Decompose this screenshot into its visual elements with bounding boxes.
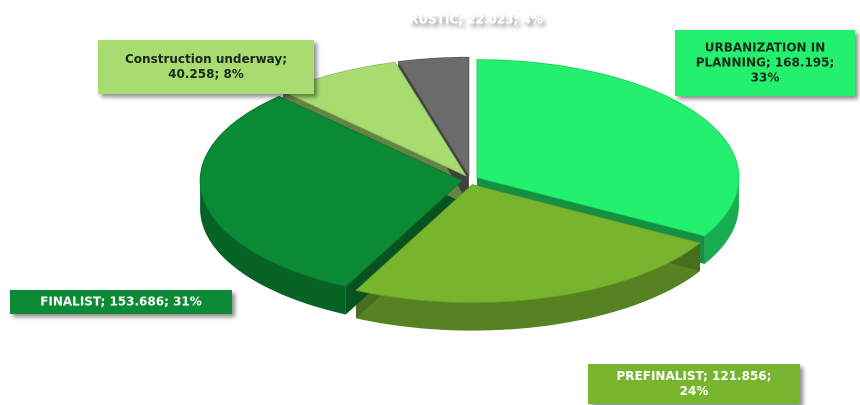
- data-label: Construction underway;: [125, 52, 287, 66]
- data-label: FINALIST; 153.686; 31%: [40, 295, 202, 309]
- slice-side: [356, 242, 701, 331]
- slice: [355, 184, 701, 303]
- data-label: PLANNING; 168.195;: [696, 56, 835, 70]
- slice-side: [704, 177, 739, 264]
- data-label: PREFINALIST; 121.856;: [617, 369, 772, 383]
- data-label: 40.258; 8%: [168, 67, 244, 81]
- slice-side: [200, 180, 346, 315]
- data-label: RUSTIC; 22.023; 4%: [409, 13, 543, 27]
- data-label: 24%: [680, 384, 709, 398]
- data-label: 33%: [751, 71, 780, 85]
- slice: [476, 59, 740, 237]
- label-box: [675, 30, 855, 96]
- label-box: [98, 40, 314, 94]
- label-box: [10, 290, 232, 314]
- slice: [397, 56, 470, 177]
- slice: [199, 95, 463, 287]
- data-label: URBANIZATION IN: [705, 41, 826, 55]
- label-box: [588, 364, 800, 404]
